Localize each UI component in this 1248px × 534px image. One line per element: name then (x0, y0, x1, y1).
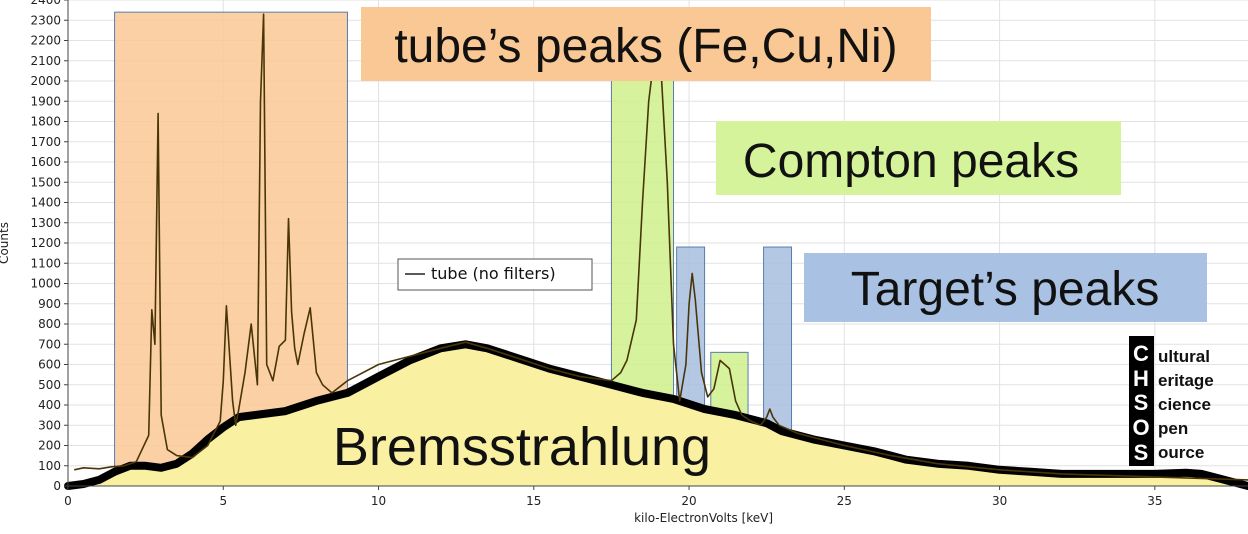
legend-entry-tube: tube (no filters) (431, 264, 556, 283)
y-tick-label: 1100 (30, 256, 61, 270)
annotation-compton-peaks: Compton peaks (716, 121, 1121, 195)
annotation-tube-peaks: tube’s peaks (Fe,Cu,Ni) (361, 7, 931, 81)
logo-word-source: ource (1158, 443, 1204, 462)
y-tick-label: 1800 (30, 115, 61, 129)
x-tick-label: 15 (526, 494, 541, 508)
y-tick-label: 1900 (30, 94, 61, 108)
annotation-bremsstrahlung: Bremsstrahlung (333, 417, 711, 477)
annotation-compton-peaks-bg (716, 121, 1121, 195)
y-tick-label: 1300 (30, 216, 61, 230)
annotation-target-peaks: Target’s peaks (804, 253, 1207, 322)
spectrum-series (74, 13, 1248, 481)
y-tick-label: 900 (38, 297, 61, 311)
logo-word-open: pen (1158, 419, 1188, 438)
y-tick-label: 1700 (30, 135, 61, 149)
annotation-compton-peaks-text: Compton peaks (743, 135, 1079, 188)
logo-letter-s2: S (1134, 440, 1149, 465)
annotation-tube-peaks-text: tube’s peaks (Fe,Cu,Ni) (394, 20, 897, 73)
x-tick-label: 10 (371, 494, 386, 508)
x-tick-label: 5 (219, 494, 227, 508)
y-tick-label: 700 (38, 337, 61, 351)
y-tick-label: 500 (38, 378, 61, 392)
logo-word-heritage: eritage (1158, 371, 1214, 390)
y-axis-title: Counts (0, 222, 11, 264)
y-tick-label: 1200 (30, 236, 61, 250)
annotation-target-peaks-bg (804, 253, 1207, 322)
x-tick-label: 20 (681, 494, 696, 508)
y-tick-label: 100 (38, 459, 61, 473)
y-tick-label: 2300 (30, 13, 61, 27)
chsos-logo: C H S O S ultural eritage cience pen our… (1129, 336, 1214, 466)
series-line-tube (74, 13, 1248, 481)
y-tick-label: 2400 (30, 0, 61, 7)
y-tick-label: 400 (38, 398, 61, 412)
x-tick-label: 30 (992, 494, 1007, 508)
logo-letter-c: C (1133, 341, 1149, 366)
y-tick-label: 300 (38, 418, 61, 432)
y-tick-label: 2000 (30, 74, 61, 88)
y-tick-label: 0 (53, 479, 61, 493)
y-tick-label: 1500 (30, 175, 61, 189)
y-tick-label: 800 (38, 317, 61, 331)
y-tick-label: 2100 (30, 54, 61, 68)
x-axis-title: kilo-ElectronVolts [keV] (634, 511, 773, 525)
x-tick-label: 0 (64, 494, 72, 508)
y-tick-label: 200 (38, 439, 61, 453)
annotation-target-peaks-text: Target’s peaks (851, 263, 1160, 316)
x-tick-label: 25 (837, 494, 852, 508)
bremsstrahlung-fill (68, 344, 1248, 486)
y-tick-label: 1400 (30, 196, 61, 210)
logo-word-science: cience (1158, 395, 1211, 414)
legend: tube (no filters) (397, 258, 593, 291)
annotation-tube-peaks-bg (361, 7, 931, 81)
logo-letter-h: H (1133, 366, 1149, 391)
logo-word-cultural: ultural (1158, 347, 1210, 366)
chsos-logo-bar (1129, 336, 1154, 466)
logo-letter-s: S (1134, 390, 1149, 415)
y-tick-label: 2200 (30, 34, 61, 48)
legend-box (397, 258, 593, 291)
y-tick-label: 1600 (30, 155, 61, 169)
y-tick-label: 600 (38, 358, 61, 372)
logo-letter-o: O (1132, 415, 1149, 440)
y-tick-label: 1000 (30, 277, 61, 291)
x-tick-label: 35 (1147, 494, 1162, 508)
